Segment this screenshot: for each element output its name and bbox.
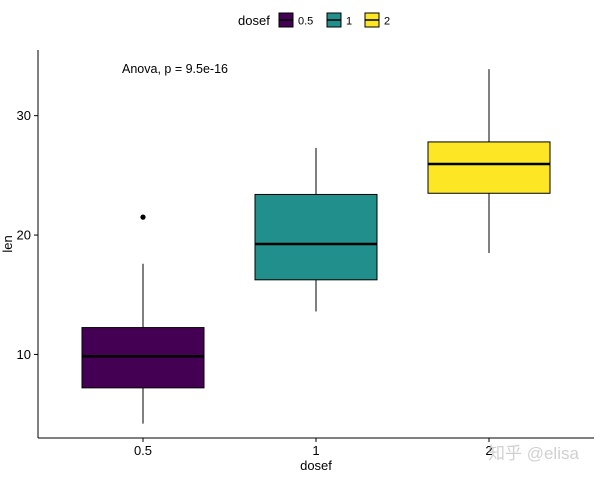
y-ticks: 10 20 30	[17, 108, 38, 362]
box-iqr	[254, 193, 378, 281]
x-tick-label: 1	[312, 443, 319, 458]
y-tick-label: 20	[17, 228, 31, 243]
y-axis-label: len	[0, 235, 15, 252]
anova-annotation: Anova, p = 9.5e-16	[122, 62, 228, 76]
legend-item-1: 1	[326, 12, 352, 28]
x-axis-label: dosef	[300, 458, 332, 473]
y-tick-label: 10	[17, 347, 31, 362]
box-group-2	[427, 69, 551, 253]
x-tick-label: 2	[485, 443, 492, 458]
legend-title: dosef	[238, 13, 270, 28]
x-ticks: 0.5 1 2	[134, 438, 493, 458]
legend-item-0-5: 0.5	[278, 12, 313, 28]
legend-item-2: 2	[364, 12, 390, 28]
box-group-1	[254, 147, 378, 312]
watermark: 知乎 @elisa	[488, 444, 579, 463]
outlier-point	[140, 214, 146, 220]
y-tick-label: 30	[17, 108, 31, 123]
box-iqr	[81, 327, 205, 389]
x-tick-label: 0.5	[134, 443, 152, 458]
box-iqr	[427, 141, 551, 194]
legend-items: 0.5 1 2	[278, 12, 390, 28]
boxes	[81, 69, 551, 424]
box-group-0-5	[81, 214, 205, 424]
legend-label: 2	[384, 16, 390, 28]
legend-label: 1	[346, 16, 352, 28]
legend: dosef 0.5 1 2	[238, 12, 390, 28]
legend-label: 0.5	[298, 16, 313, 28]
